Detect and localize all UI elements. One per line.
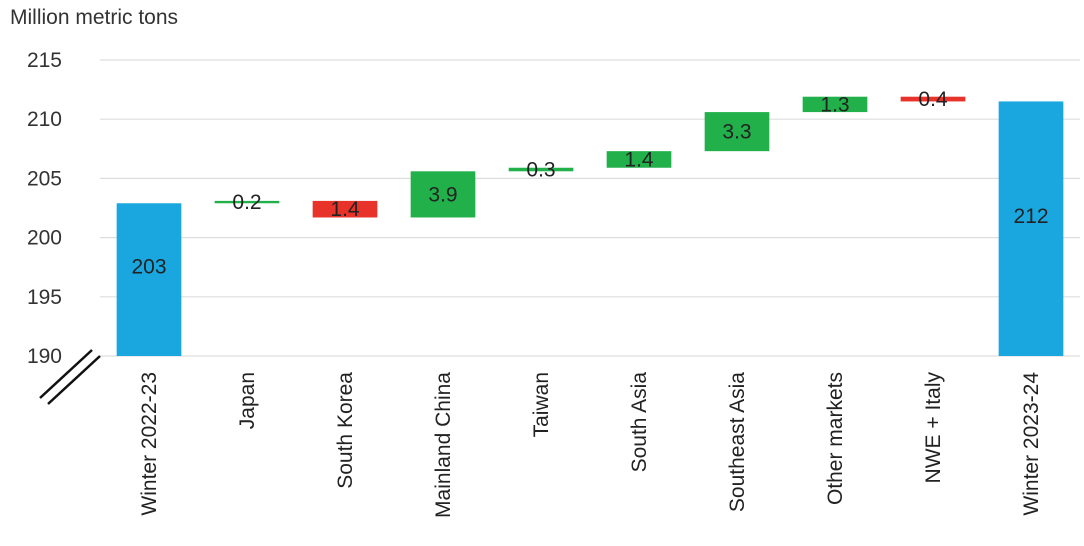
y-tick-label-190: 190 bbox=[27, 345, 62, 368]
bar-value-label-1: 203 bbox=[131, 256, 166, 279]
axis-break-line-1 bbox=[39, 349, 93, 399]
bar-value-label-2: 0.2 bbox=[232, 191, 261, 214]
x-category-label-10: Winter 2023-24 bbox=[1020, 372, 1043, 516]
bar-value-label-6: 1.4 bbox=[624, 148, 654, 171]
bar-4 bbox=[410, 171, 476, 218]
bar-3 bbox=[312, 200, 378, 218]
bar-value-label-8: 1.3 bbox=[820, 93, 849, 116]
y-tick-label-205: 205 bbox=[27, 167, 62, 190]
x-category-label-5: Taiwan bbox=[530, 372, 553, 437]
x-category-label-8: Other markets bbox=[824, 372, 847, 505]
x-category-label-3: South Korea bbox=[334, 372, 357, 489]
y-tick-label-210: 210 bbox=[27, 108, 62, 131]
x-category-label-6: South Asia bbox=[628, 372, 651, 473]
y-tick-label-215: 215 bbox=[27, 49, 62, 72]
bar-9 bbox=[900, 96, 966, 102]
bar-8 bbox=[802, 96, 868, 113]
x-category-label-2: Japan bbox=[236, 372, 259, 429]
bar-value-label-5: 0.3 bbox=[526, 159, 555, 182]
bar-10 bbox=[998, 101, 1064, 356]
bar-value-label-4: 3.9 bbox=[428, 183, 457, 206]
x-category-label-4: Mainland China bbox=[432, 372, 455, 518]
bar-7 bbox=[704, 112, 770, 152]
bar-6 bbox=[606, 151, 672, 168]
y-tick-label-200: 200 bbox=[27, 227, 62, 250]
bar-1 bbox=[116, 203, 182, 356]
x-category-label-9: NWE + Italy bbox=[922, 372, 945, 484]
y-axis-unit-label: Million metric tons bbox=[10, 6, 179, 29]
y-tick-label-195: 195 bbox=[27, 286, 62, 309]
bar-value-label-9: 0.4 bbox=[918, 88, 948, 111]
x-category-label-1: Winter 2022-23 bbox=[138, 372, 161, 516]
bar-value-label-7: 3.3 bbox=[722, 121, 751, 144]
x-category-label-7: Southeast Asia bbox=[726, 372, 749, 512]
bar-2 bbox=[214, 200, 280, 204]
axis-break-line-2 bbox=[47, 355, 101, 405]
bar-value-label-3: 1.4 bbox=[330, 198, 360, 221]
bar-5 bbox=[508, 167, 574, 172]
bar-value-label-10: 212 bbox=[1013, 205, 1048, 228]
